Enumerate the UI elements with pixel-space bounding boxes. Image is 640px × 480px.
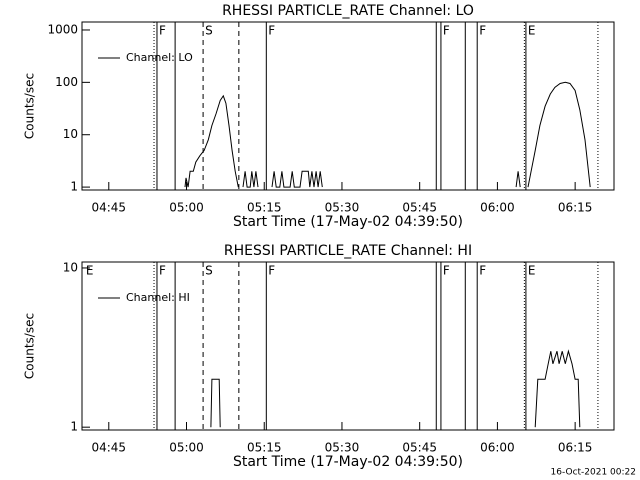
- x-axis-label: Start Time (17-May-02 04:39:50): [233, 214, 463, 230]
- legend-label: Channel: LO: [126, 51, 193, 64]
- y-tick-label: 10: [63, 260, 78, 274]
- chart-title: RHESSI PARTICLE_RATE Channel: LO: [222, 3, 474, 19]
- flag-label: F: [479, 264, 486, 278]
- y-axis-label: Counts/sec: [23, 313, 37, 379]
- x-tick-label: 06:15: [558, 201, 593, 215]
- y-tick-label: 1: [70, 420, 78, 434]
- y-tick-label: 1: [70, 180, 78, 194]
- x-tick-label: 06:00: [480, 441, 515, 455]
- data-line: [184, 81, 591, 188]
- y-tick-label: 100: [55, 75, 78, 89]
- flag-label: S: [205, 264, 213, 278]
- x-tick-label: 05:30: [325, 201, 360, 215]
- y-tick-label: 10: [63, 127, 78, 141]
- x-tick-label: 05:30: [325, 441, 360, 455]
- x-tick-label: 05:45: [402, 441, 437, 455]
- flag-label: F: [479, 24, 486, 38]
- x-tick-label: 04:45: [91, 201, 126, 215]
- x-tick-label: 06:15: [558, 441, 593, 455]
- plot-frame: [81, 21, 615, 191]
- footer: 16-Oct-2021 00:22: [551, 468, 636, 478]
- x-tick-label: 06:00: [480, 201, 515, 215]
- data-line: [210, 349, 581, 428]
- flag-label: F: [159, 24, 166, 38]
- flag-label: F: [268, 24, 275, 38]
- flag-label: F: [443, 24, 450, 38]
- flag-label: E: [528, 264, 536, 278]
- flag-label: F: [159, 264, 166, 278]
- flag-label: F: [268, 264, 275, 278]
- flag-label: S: [205, 24, 213, 38]
- chart-title: RHESSI PARTICLE_RATE Channel: HI: [224, 243, 472, 259]
- flag-label: E: [86, 264, 94, 278]
- plot-frame: [81, 261, 615, 431]
- x-tick-label: 05:15: [247, 441, 282, 455]
- flag-label: F: [443, 264, 450, 278]
- x-tick-label: 05:15: [247, 201, 282, 215]
- x-tick-label: 05:45: [402, 201, 437, 215]
- x-axis-label: Start Time (17-May-02 04:39:50): [233, 454, 463, 470]
- x-tick-label: 04:45: [91, 441, 126, 455]
- legend-label: Channel: HI: [126, 291, 190, 304]
- y-tick-label: 1000: [47, 22, 78, 36]
- x-tick-label: 05:00: [169, 441, 204, 455]
- flag-label: E: [528, 24, 536, 38]
- y-axis-label: Counts/sec: [23, 73, 37, 139]
- x-tick-label: 05:00: [169, 201, 204, 215]
